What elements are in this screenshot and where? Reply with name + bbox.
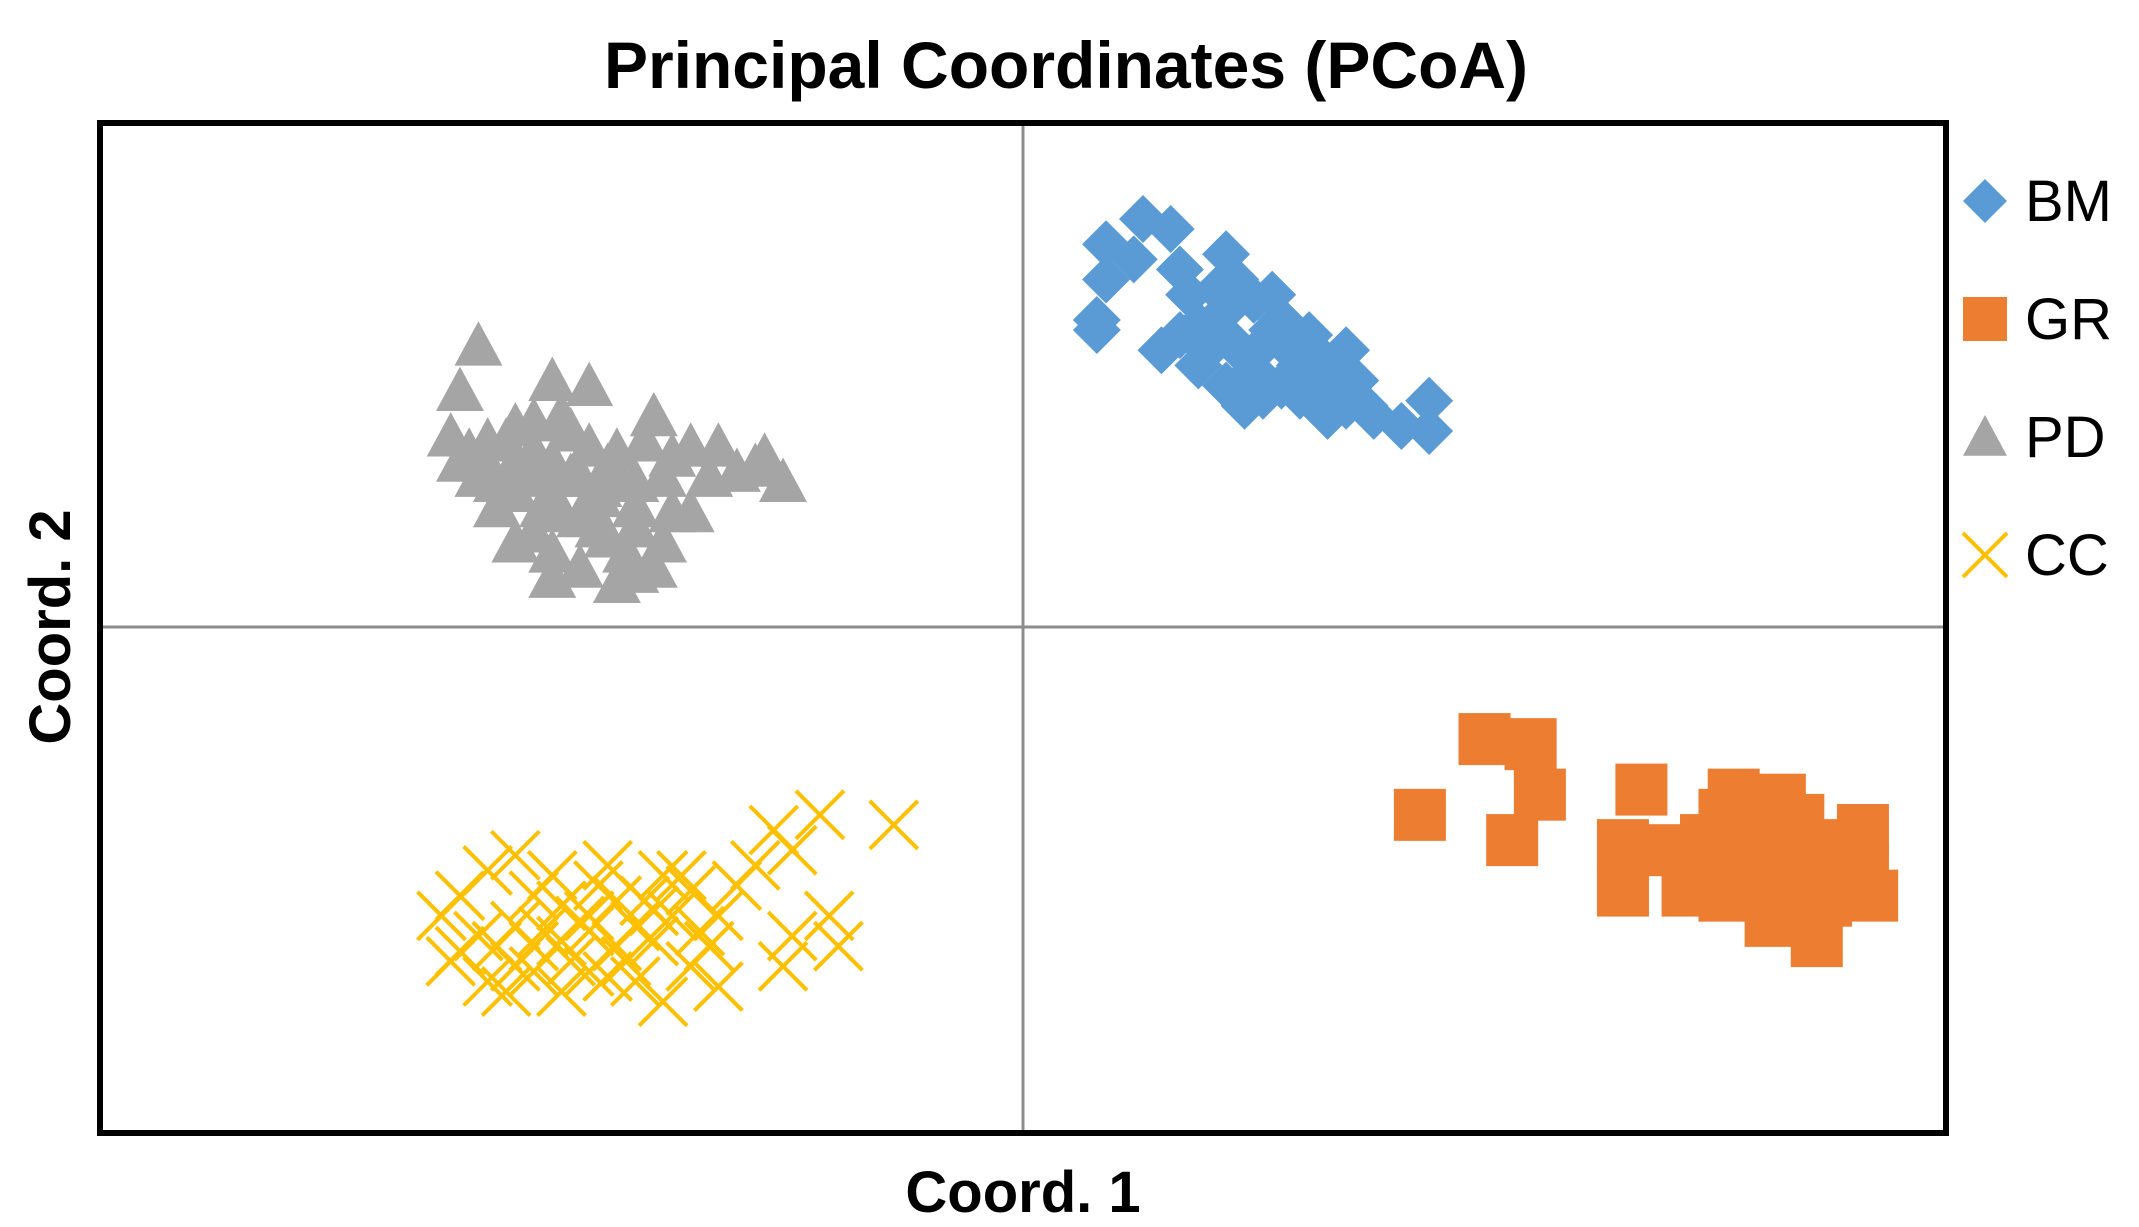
data-point-bm	[1220, 381, 1269, 430]
data-point-bm	[1294, 361, 1343, 410]
data-point-cc	[628, 915, 680, 967]
data-point-gr	[1513, 768, 1566, 821]
data-point-cc	[794, 789, 846, 841]
data-point-pd	[509, 508, 558, 553]
data-point-cc	[536, 966, 587, 1018]
data-point-pd	[454, 321, 503, 366]
data-points	[416, 194, 1899, 1028]
data-point-pd	[491, 402, 540, 447]
data-point-gr	[1670, 839, 1723, 892]
data-point-gr	[1596, 819, 1649, 872]
data-point-cc	[508, 920, 560, 972]
data-point-gr	[1486, 814, 1539, 867]
data-point-pd	[759, 457, 808, 502]
data-point-pd	[592, 558, 641, 603]
data-point-bm	[1082, 220, 1131, 269]
data-point-bm	[1405, 376, 1454, 425]
data-point-pd	[639, 518, 688, 563]
data-point-pd	[528, 356, 577, 401]
data-point-cc	[692, 890, 744, 942]
data-point-gr	[1846, 869, 1899, 922]
data-point-cc	[563, 905, 615, 957]
legend-label-gr: GR	[2025, 287, 2112, 352]
data-point-cc	[526, 850, 578, 901]
data-point-pd	[740, 432, 789, 477]
data-point-cc	[766, 910, 818, 962]
data-point-gr	[1458, 713, 1511, 766]
legend-label-bm: BM	[2025, 169, 2112, 234]
x-axis-label: Coord. 1	[905, 1160, 1140, 1225]
data-point-pd	[694, 422, 743, 467]
data-point-cc	[683, 920, 735, 972]
data-point-cc	[416, 890, 467, 942]
data-point-cc	[600, 935, 652, 987]
data-point-gr	[1393, 788, 1446, 841]
data-point-pd	[611, 503, 660, 548]
data-point-pd	[629, 391, 678, 437]
data-point-cc	[812, 920, 864, 972]
legend-label-pd: PD	[2025, 405, 2106, 470]
data-point-cc	[803, 890, 855, 942]
legend-marker-bm	[1963, 179, 2007, 223]
data-point-bm	[1322, 326, 1371, 375]
data-point-cc	[637, 976, 689, 1028]
data-point-cc	[757, 940, 809, 992]
data-point-cc	[692, 961, 744, 1012]
data-point-cc	[646, 890, 698, 942]
data-point-gr	[1790, 915, 1843, 968]
data-point-cc	[628, 885, 680, 937]
data-point-gr	[1615, 763, 1668, 816]
data-point-cc	[637, 850, 689, 901]
data-point-pd	[528, 553, 577, 598]
plot-area-border	[97, 120, 1949, 1136]
chart-title: Principal Coordinates (PCoA)	[604, 28, 1528, 102]
data-point-gr	[1596, 864, 1649, 917]
data-point-cc	[425, 935, 477, 987]
data-point-bm	[1082, 255, 1131, 304]
data-point-pd	[463, 417, 512, 462]
data-point-pd	[555, 543, 604, 588]
data-point-cc	[729, 839, 781, 891]
data-point-bm	[1405, 407, 1454, 456]
legend-marker-pd	[1963, 415, 2007, 456]
data-point-bm	[1155, 311, 1204, 360]
data-point-gr	[1504, 718, 1557, 771]
data-point-bm	[1248, 270, 1297, 319]
data-point-gr	[1753, 773, 1806, 826]
data-point-gr	[1716, 834, 1769, 887]
data-point-pd	[565, 361, 614, 406]
data-point-pd	[620, 417, 669, 462]
legend-marker-gr	[1963, 297, 2007, 341]
data-point-pd	[435, 366, 484, 412]
data-point-bm	[1202, 230, 1251, 279]
data-point-pd	[509, 427, 558, 472]
data-point-pd	[537, 391, 586, 437]
data-point-bm	[1072, 295, 1121, 344]
data-point-pd	[555, 452, 604, 497]
data-point-bm	[1146, 205, 1195, 254]
data-point-cc	[563, 890, 615, 942]
data-point-cc	[480, 966, 532, 1018]
legend: BM GR PD CC	[1961, 169, 2112, 588]
data-point-cc	[656, 850, 707, 901]
data-point-cc	[489, 829, 541, 881]
data-point-pd	[472, 482, 521, 528]
data-point-cc	[462, 956, 514, 1007]
legend-label-cc: CC	[2025, 523, 2109, 588]
data-point-cc	[545, 935, 597, 987]
data-point-cc	[868, 799, 920, 851]
data-point-pd	[519, 482, 568, 528]
data-point-pd	[629, 543, 678, 588]
legend-marker-cc	[1961, 531, 2009, 579]
data-point-cc	[766, 824, 818, 876]
data-point-cc	[582, 839, 634, 891]
data-point-pd	[592, 427, 641, 472]
data-point-pd	[666, 487, 715, 533]
y-axis-label: Coord. 2	[18, 509, 83, 744]
